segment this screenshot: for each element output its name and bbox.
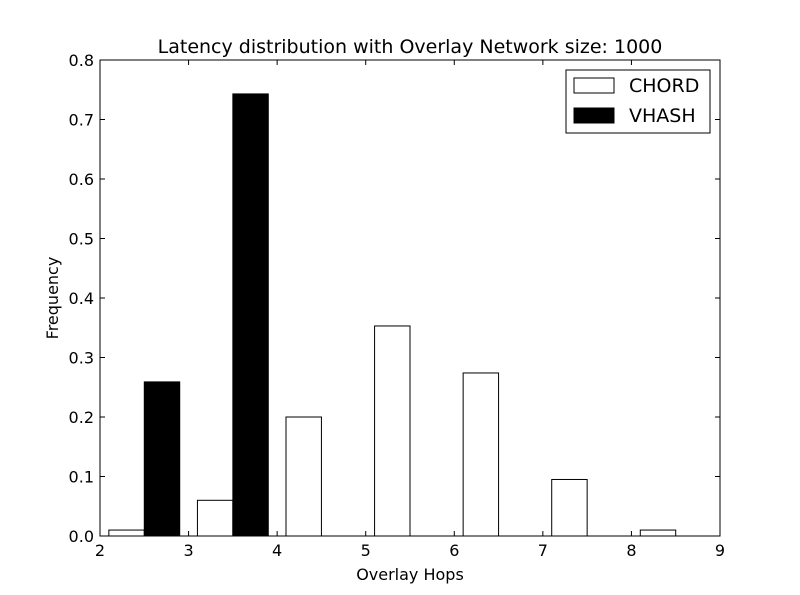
legend-label-chord: CHORD bbox=[629, 75, 699, 97]
bar-chord-2 bbox=[285, 416, 322, 537]
legend: CHORD VHASH bbox=[565, 69, 711, 134]
x-tick-label: 4 bbox=[272, 541, 282, 560]
y-tick-label: 0.3 bbox=[69, 349, 94, 368]
bar-chord-6 bbox=[639, 529, 677, 537]
x-tick-label: 5 bbox=[361, 541, 371, 560]
y-tick-label: 0.2 bbox=[69, 408, 94, 427]
chart-title: Latency distribution with Overlay Networ… bbox=[158, 36, 663, 58]
y-tick-label: 0.4 bbox=[69, 289, 94, 308]
x-tick-label: 6 bbox=[449, 541, 459, 560]
legend-label-vhash: VHASH bbox=[629, 105, 696, 127]
y-tick-label: 0.0 bbox=[69, 527, 94, 546]
tick-labels-layer: 2 3 4 5 6 7 8 9 0.0 0.1 0.2 0.3 0.4 0.5 0.6 0.7 0.8 bbox=[69, 51, 726, 560]
bar-chord-0 bbox=[108, 529, 145, 537]
x-tick-label: 2 bbox=[95, 541, 105, 560]
bar-chord-1 bbox=[196, 499, 234, 537]
bar-vhash-1 bbox=[232, 93, 269, 537]
x-tick-label: 9 bbox=[715, 541, 725, 560]
y-tick-label: 0.5 bbox=[69, 230, 94, 249]
x-tick-label: 7 bbox=[538, 541, 548, 560]
y-tick-label: 0.1 bbox=[69, 468, 94, 487]
bar-chord-5 bbox=[551, 478, 588, 537]
y-tick-label: 0.8 bbox=[69, 51, 94, 70]
bar-chord-3 bbox=[374, 325, 411, 537]
x-tick-label: 8 bbox=[626, 541, 636, 560]
legend-swatch-chord bbox=[573, 77, 615, 94]
plot-frame bbox=[99, 59, 721, 537]
y-axis-label: Frequency bbox=[43, 257, 62, 340]
bar-vhash-0 bbox=[143, 381, 181, 537]
bars-layer bbox=[108, 93, 677, 537]
x-axis-label: Overlay Hops bbox=[356, 565, 464, 584]
y-tick-label: 0.7 bbox=[69, 111, 94, 130]
bar-chord-4 bbox=[462, 372, 500, 537]
x-tick-label: 3 bbox=[183, 541, 193, 560]
y-tick-label: 0.6 bbox=[69, 170, 94, 189]
legend-swatch-vhash bbox=[573, 107, 615, 124]
